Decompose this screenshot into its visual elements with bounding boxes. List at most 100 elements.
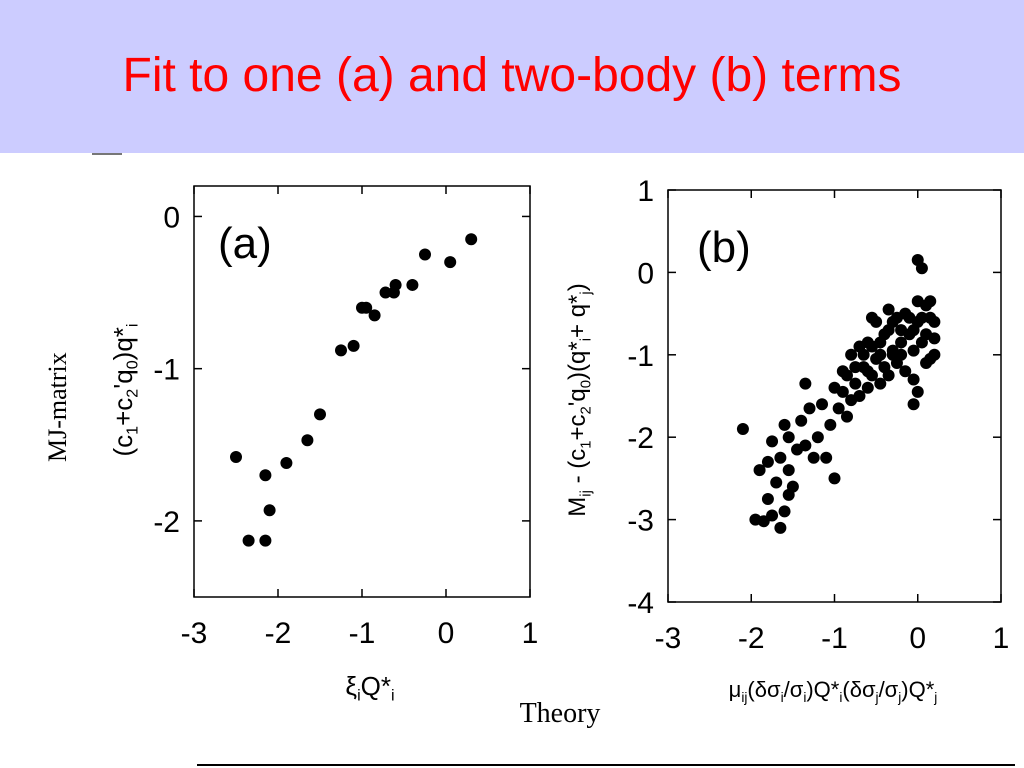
x-tick-label: -3	[181, 617, 208, 650]
data-point	[766, 435, 779, 448]
data-point	[924, 295, 937, 308]
data-point	[368, 309, 381, 322]
data-point	[915, 336, 928, 349]
title-banner	[0, 0, 1024, 153]
data-point	[924, 311, 937, 324]
data-point	[853, 390, 866, 402]
data-point	[849, 377, 862, 390]
data-point	[803, 402, 816, 415]
data-point	[865, 340, 878, 353]
data-point	[406, 278, 419, 291]
data-point	[840, 410, 853, 423]
data-point	[903, 311, 916, 324]
data-point	[301, 434, 314, 447]
data-point	[770, 476, 783, 489]
x-axis-label: ξiQ*i	[345, 671, 394, 705]
y-tick-label: 0	[163, 201, 180, 234]
data-point	[874, 348, 887, 361]
data-point	[444, 256, 457, 269]
bottom-divider	[197, 764, 1015, 766]
data-point	[757, 515, 770, 528]
bottom-label-theory: Theory	[519, 698, 601, 729]
data-point	[356, 301, 368, 314]
x-tick-label: -2	[265, 617, 292, 650]
y-tick-label: -1	[627, 340, 654, 373]
data-point	[920, 357, 933, 370]
data-point	[761, 455, 774, 468]
x-tick-label: -2	[738, 622, 765, 655]
data-point	[753, 464, 766, 477]
data-point	[820, 451, 833, 464]
data-point	[899, 365, 912, 378]
data-point	[895, 324, 908, 337]
data-point	[816, 398, 829, 411]
data-point	[242, 534, 255, 547]
side-label-mj-matrix: MJ-matrix	[43, 352, 72, 462]
data-point	[857, 348, 870, 361]
y-axis-label: (c1+c2'q0)q*i	[108, 323, 142, 456]
data-point	[786, 480, 799, 493]
y-tick-label: 0	[637, 257, 654, 290]
data-point	[419, 248, 431, 261]
data-point	[849, 361, 862, 374]
data-point	[778, 505, 791, 518]
data-point	[782, 431, 795, 444]
data-point	[907, 398, 920, 411]
x-tick-label: -1	[821, 622, 848, 655]
data-point	[882, 303, 895, 316]
data-point	[465, 233, 478, 246]
data-point	[736, 422, 749, 435]
data-point	[778, 418, 791, 431]
chart-panel-b: -3 -2 -1 0 110-1-2-3-4(b)μij(δσi/σi)Q*i(δσj/…	[564, 175, 1009, 705]
data-point	[928, 348, 941, 361]
data-point	[387, 286, 400, 299]
x-axis-label: μij(δσi/σi)Q*i(δσj/σj)Q*j	[729, 677, 938, 705]
data-point	[895, 336, 908, 349]
data-point	[766, 509, 779, 522]
data-point	[774, 451, 787, 464]
header-divider	[92, 153, 122, 155]
x-tick-label: 1	[993, 622, 1010, 655]
data-point	[882, 369, 895, 382]
data-point	[915, 262, 928, 275]
data-point	[795, 414, 808, 427]
x-tick-label: 1	[522, 617, 539, 650]
data-point	[895, 348, 908, 361]
x-tick-label: -3	[655, 622, 682, 655]
data-point	[874, 377, 887, 390]
data-point	[259, 469, 272, 482]
y-tick-label: -4	[627, 587, 654, 620]
data-point	[807, 451, 820, 464]
data-point	[828, 381, 841, 394]
data-point	[840, 369, 853, 382]
y-axis-label: Mij - (c1+c2'q0)(q*i+ q*j)	[564, 283, 594, 516]
data-point	[828, 472, 841, 485]
data-point	[907, 344, 920, 357]
x-tick-label: 0	[438, 617, 455, 650]
y-tick-label: -3	[627, 505, 654, 538]
data-point	[774, 521, 787, 534]
data-point	[379, 286, 392, 299]
data-point	[263, 504, 276, 517]
data-point	[811, 431, 824, 444]
data-point	[761, 493, 774, 505]
y-tick-label: 1	[637, 175, 654, 208]
data-point	[915, 311, 928, 324]
data-point	[335, 344, 347, 357]
data-point	[907, 324, 920, 337]
data-point	[845, 348, 858, 361]
x-tick-label: 0	[909, 622, 926, 655]
data-point	[782, 464, 795, 477]
data-point	[911, 295, 924, 308]
data-point	[832, 402, 845, 415]
data-point	[314, 408, 326, 421]
x-tick-label: -1	[349, 617, 376, 650]
data-point	[882, 324, 895, 337]
panel-label: (b)	[697, 223, 751, 272]
chart-panel-a: -3 -2 -1 0 1 0 -1 -2 (a) ξiQ*i (c1+c2'q0)q*i	[108, 185, 539, 705]
panel-label: (a)	[218, 219, 272, 268]
data-point	[886, 348, 899, 361]
data-point	[280, 457, 293, 470]
data-point	[347, 339, 360, 352]
